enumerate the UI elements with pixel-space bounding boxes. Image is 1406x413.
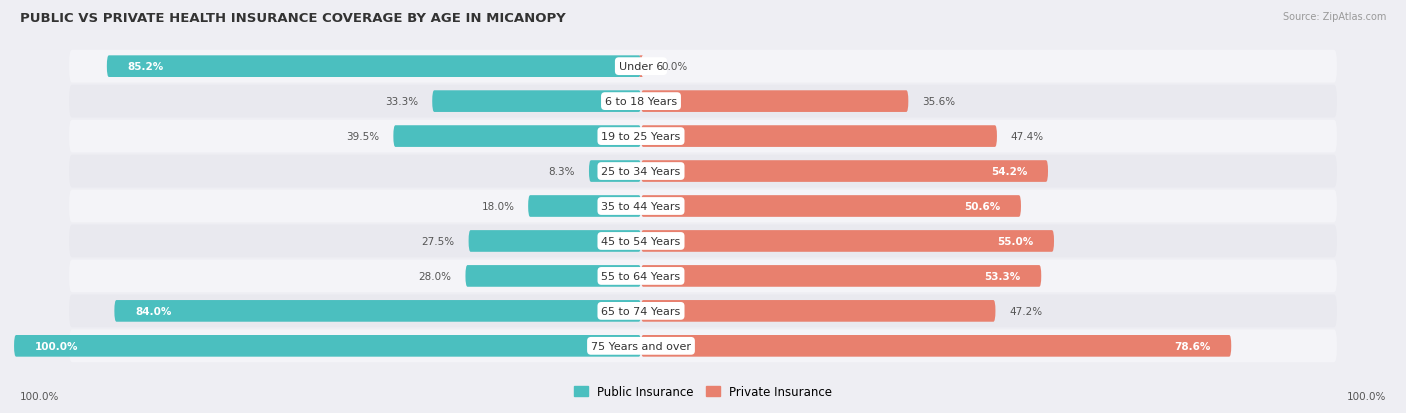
Text: 55.0%: 55.0%: [997, 236, 1033, 247]
Text: 100.0%: 100.0%: [1347, 391, 1386, 401]
FancyBboxPatch shape: [14, 335, 641, 357]
FancyBboxPatch shape: [69, 295, 1337, 328]
Text: 35.6%: 35.6%: [922, 97, 955, 107]
Text: PUBLIC VS PRIVATE HEALTH INSURANCE COVERAGE BY AGE IN MICANOPY: PUBLIC VS PRIVATE HEALTH INSURANCE COVER…: [20, 12, 565, 25]
Text: 75 Years and over: 75 Years and over: [591, 341, 690, 351]
FancyBboxPatch shape: [465, 266, 641, 287]
Text: 100.0%: 100.0%: [35, 341, 79, 351]
Text: 53.3%: 53.3%: [984, 271, 1021, 281]
Text: 45 to 54 Years: 45 to 54 Years: [602, 236, 681, 247]
Text: 84.0%: 84.0%: [135, 306, 172, 316]
FancyBboxPatch shape: [69, 330, 1337, 362]
FancyBboxPatch shape: [641, 335, 1232, 357]
Text: 100.0%: 100.0%: [20, 391, 59, 401]
Text: 19 to 25 Years: 19 to 25 Years: [602, 132, 681, 142]
Text: 33.3%: 33.3%: [385, 97, 419, 107]
Text: 39.5%: 39.5%: [346, 132, 380, 142]
FancyBboxPatch shape: [468, 230, 641, 252]
Text: 35 to 44 Years: 35 to 44 Years: [602, 202, 681, 211]
Text: 47.4%: 47.4%: [1011, 132, 1043, 142]
FancyBboxPatch shape: [641, 300, 995, 322]
Text: 85.2%: 85.2%: [128, 62, 163, 72]
FancyBboxPatch shape: [69, 225, 1337, 258]
FancyBboxPatch shape: [529, 196, 641, 217]
Text: 0.0%: 0.0%: [662, 62, 688, 72]
FancyBboxPatch shape: [69, 51, 1337, 83]
Legend: Public Insurance, Private Insurance: Public Insurance, Private Insurance: [569, 381, 837, 403]
Text: 54.2%: 54.2%: [991, 166, 1028, 177]
FancyBboxPatch shape: [641, 230, 1054, 252]
FancyBboxPatch shape: [641, 266, 1042, 287]
FancyBboxPatch shape: [69, 85, 1337, 118]
Text: 27.5%: 27.5%: [422, 236, 454, 247]
FancyBboxPatch shape: [114, 300, 641, 322]
Text: Source: ZipAtlas.com: Source: ZipAtlas.com: [1282, 12, 1386, 22]
FancyBboxPatch shape: [641, 126, 997, 147]
Text: 8.3%: 8.3%: [548, 166, 575, 177]
FancyBboxPatch shape: [432, 91, 641, 113]
FancyBboxPatch shape: [69, 260, 1337, 292]
Text: 18.0%: 18.0%: [481, 202, 515, 211]
FancyBboxPatch shape: [638, 56, 643, 78]
FancyBboxPatch shape: [589, 161, 641, 183]
Text: Under 6: Under 6: [619, 62, 664, 72]
Text: 65 to 74 Years: 65 to 74 Years: [602, 306, 681, 316]
Text: 78.6%: 78.6%: [1174, 341, 1211, 351]
FancyBboxPatch shape: [641, 161, 1047, 183]
Text: 55 to 64 Years: 55 to 64 Years: [602, 271, 681, 281]
FancyBboxPatch shape: [69, 155, 1337, 188]
FancyBboxPatch shape: [69, 190, 1337, 223]
FancyBboxPatch shape: [641, 91, 908, 113]
Text: 50.6%: 50.6%: [965, 202, 1000, 211]
FancyBboxPatch shape: [394, 126, 641, 147]
Text: 47.2%: 47.2%: [1010, 306, 1042, 316]
Text: 25 to 34 Years: 25 to 34 Years: [602, 166, 681, 177]
Text: 6 to 18 Years: 6 to 18 Years: [605, 97, 678, 107]
FancyBboxPatch shape: [641, 196, 1021, 217]
FancyBboxPatch shape: [69, 121, 1337, 153]
Text: 28.0%: 28.0%: [419, 271, 451, 281]
FancyBboxPatch shape: [107, 56, 641, 78]
